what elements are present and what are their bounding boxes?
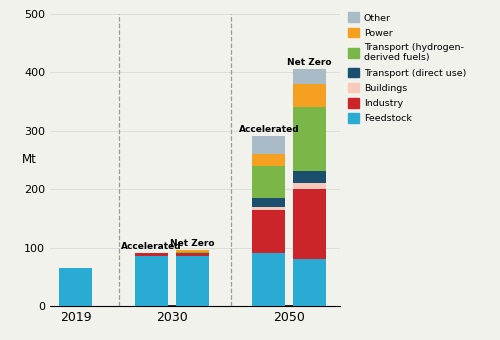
Bar	[293, 107, 326, 171]
Bar	[252, 136, 286, 154]
Bar	[252, 198, 286, 207]
Text: Net Zero: Net Zero	[287, 58, 332, 67]
Bar	[252, 253, 286, 306]
Bar	[176, 256, 209, 306]
Bar	[252, 207, 286, 209]
Bar	[293, 84, 326, 107]
Bar	[293, 69, 326, 84]
Bar	[176, 251, 209, 252]
Bar	[135, 256, 168, 306]
Text: Net Zero: Net Zero	[170, 239, 214, 248]
Legend: Other, Power, Transport (hydrogen-
derived fuels), Transport (direct use), Build: Other, Power, Transport (hydrogen- deriv…	[348, 13, 466, 123]
Bar	[293, 171, 326, 183]
Bar	[176, 253, 209, 256]
Bar	[252, 166, 286, 198]
Y-axis label: Mt: Mt	[22, 153, 37, 166]
Text: Accelerated: Accelerated	[122, 242, 182, 251]
Bar	[293, 183, 326, 189]
Bar	[176, 252, 209, 253]
Bar	[293, 189, 326, 259]
Bar	[252, 209, 286, 253]
Bar	[135, 253, 168, 256]
Bar	[59, 268, 92, 306]
Bar	[293, 259, 326, 306]
Text: Accelerated: Accelerated	[238, 125, 299, 134]
Bar	[252, 154, 286, 166]
Bar	[176, 250, 209, 251]
